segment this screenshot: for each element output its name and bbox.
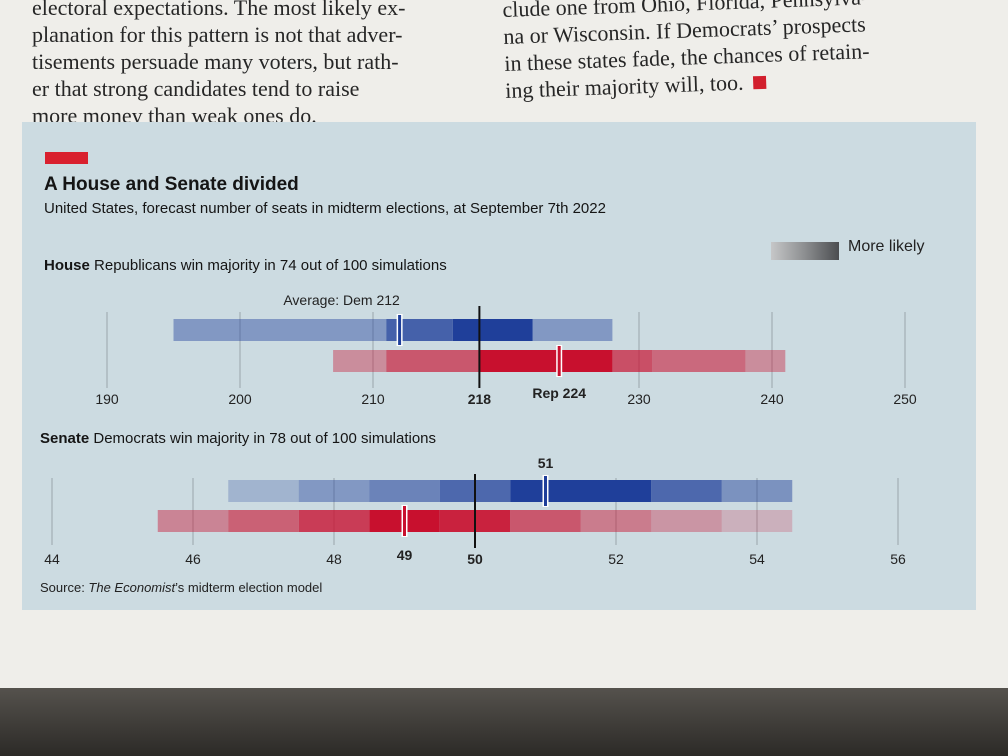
senate-dem-band: [510, 480, 652, 502]
house-rep-average-label: Rep 224: [532, 385, 586, 401]
house-dem-band: [386, 319, 453, 341]
senate-heading: Senate Democrats win majority in 78 out …: [40, 430, 436, 447]
article-line: electoral expectations. The most likely …: [32, 0, 406, 20]
senate-rep-band: [298, 510, 370, 532]
senate-tick-label: 54: [749, 551, 765, 567]
source-publication: The Economist: [88, 580, 176, 595]
senate-tick-label: 48: [326, 551, 342, 567]
house-description: Republicans win majority in 74 out of 10…: [94, 257, 447, 274]
house-rep-average-marker: [557, 346, 561, 376]
senate-heading-bold: Senate: [40, 430, 90, 447]
senate-rep-band: [157, 510, 229, 532]
house-rep-band: [612, 350, 653, 372]
likelihood-legend-label: More likely: [848, 238, 925, 255]
senate-rep-average-marker: [403, 506, 406, 536]
senate-dem-band: [298, 480, 370, 502]
senate-rep-band: [228, 510, 299, 532]
house-rep-band: [386, 350, 480, 372]
house-heading: House Republicans win majority in 74 out…: [44, 257, 447, 274]
chart-red-tag: [45, 152, 88, 164]
senate-dem-band: [721, 480, 793, 502]
article-line: planation for this pattern is not that a…: [32, 22, 403, 47]
senate-dem-band: [369, 480, 440, 502]
house-rep-band: [652, 350, 746, 372]
senate-description: Democrats win majority in 78 out of 100 …: [93, 430, 437, 447]
chart-subtitle: United States, forecast number of seats …: [44, 200, 606, 217]
house-dem-band: [532, 319, 613, 341]
senate-tick-label: 52: [608, 551, 624, 567]
article-line: er that strong candidates tend to raise: [32, 76, 360, 101]
chart-source: Source: The Economist’s midterm election…: [40, 580, 322, 595]
senate-rep-band: [721, 510, 793, 532]
source-prefix: Source:: [40, 580, 89, 595]
senate-tick-label: 44: [44, 551, 60, 567]
house-tick-label: 200: [228, 391, 252, 407]
senate-rep-average-label: 49: [397, 547, 413, 563]
house-dem-band: [452, 319, 533, 341]
chart-title: A House and Senate divided: [44, 174, 299, 195]
house-rep-band: [479, 350, 613, 372]
house-tick-label: 190: [95, 391, 119, 407]
senate-dem-band: [228, 480, 299, 502]
senate-dem-average-label: 51: [538, 455, 554, 471]
house-tick-label: 230: [627, 391, 651, 407]
likelihood-legend-gradient: [771, 242, 839, 260]
house-dem-average-marker: [398, 315, 402, 345]
senate-rep-band: [510, 510, 581, 532]
house-rep-band: [745, 350, 786, 372]
senate-dem-average-marker: [544, 476, 547, 506]
senate-tick-label: 46: [185, 551, 201, 567]
source-suffix: ’s midterm election model: [175, 580, 323, 595]
senate-rep-band: [580, 510, 652, 532]
senate-majority-tick-label: 50: [467, 551, 483, 567]
senate-rep-band: [651, 510, 722, 532]
table-surface: [0, 688, 1008, 756]
house-dem-band: [173, 319, 387, 341]
house-dem-average-label: Average: Dem 212: [283, 292, 400, 308]
house-tick-label: 240: [760, 391, 784, 407]
article-line: tisements persuade many voters, but rath…: [32, 49, 399, 74]
house-heading-bold: House: [44, 257, 90, 274]
senate-tick-label: 56: [890, 551, 906, 567]
house-rep-band: [333, 350, 387, 372]
house-majority-tick-label: 218: [468, 391, 492, 407]
senate-dem-band: [651, 480, 722, 502]
house-tick-label: 250: [893, 391, 917, 407]
house-tick-label: 210: [361, 391, 385, 407]
